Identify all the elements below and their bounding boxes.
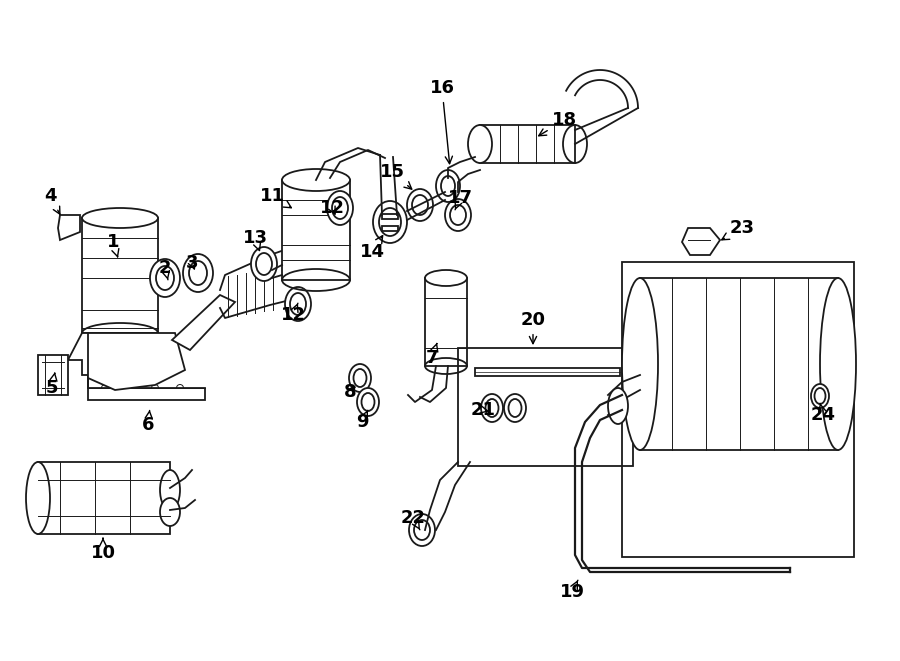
Text: 8: 8 [344,383,356,401]
Circle shape [608,369,613,375]
Circle shape [127,385,133,391]
Ellipse shape [160,470,180,510]
Bar [382,214,398,219]
Ellipse shape [327,191,353,225]
Polygon shape [68,333,172,375]
Text: 13: 13 [242,229,267,251]
Polygon shape [475,368,620,376]
Ellipse shape [608,388,628,424]
Text: 7: 7 [426,344,438,367]
Bar [458,348,633,466]
Text: 18: 18 [539,111,578,136]
Text: 1: 1 [107,233,119,257]
Text: 24: 24 [811,403,835,424]
Polygon shape [88,333,185,390]
Text: 21: 21 [471,401,496,419]
Bar [38,462,170,534]
Polygon shape [38,355,68,395]
Ellipse shape [436,170,460,202]
Bar [82,218,158,333]
Circle shape [508,369,512,375]
Text: 12: 12 [320,199,345,217]
Polygon shape [58,215,80,240]
Text: 2: 2 [158,259,171,280]
Ellipse shape [251,247,277,281]
Bar [640,278,838,450]
Text: 12: 12 [281,303,305,324]
Circle shape [588,369,592,375]
Bar [480,125,575,163]
Ellipse shape [820,278,856,450]
Ellipse shape [407,189,433,221]
Circle shape [527,369,533,375]
Circle shape [568,369,572,375]
Text: 5: 5 [46,373,58,397]
Ellipse shape [373,201,407,243]
Text: 19: 19 [560,580,584,601]
Text: 20: 20 [520,311,545,344]
Text: 16: 16 [429,79,454,164]
Text: 3: 3 [185,254,198,272]
Circle shape [104,324,112,332]
Circle shape [151,385,158,391]
Ellipse shape [468,125,492,163]
Ellipse shape [481,394,503,422]
Text: 15: 15 [380,163,411,189]
Ellipse shape [285,287,311,321]
Ellipse shape [504,394,526,422]
Polygon shape [172,295,235,350]
Ellipse shape [425,270,467,286]
Polygon shape [682,228,720,255]
Text: 23: 23 [722,219,754,240]
Text: 17: 17 [447,189,473,210]
Circle shape [488,369,492,375]
Ellipse shape [150,259,180,297]
Ellipse shape [409,514,435,546]
Text: 14: 14 [359,235,384,261]
Ellipse shape [160,498,180,526]
Circle shape [102,385,109,391]
Ellipse shape [282,169,350,191]
Circle shape [547,369,553,375]
Ellipse shape [622,278,658,450]
Text: 9: 9 [356,410,368,431]
Circle shape [176,385,184,391]
Ellipse shape [183,254,213,292]
Bar [282,180,350,280]
Text: 22: 22 [400,509,426,529]
Ellipse shape [82,208,158,228]
Ellipse shape [357,388,379,416]
Ellipse shape [811,384,829,408]
Text: 10: 10 [91,538,115,562]
Polygon shape [88,375,205,400]
Bar [622,262,854,557]
Text: 6: 6 [142,410,154,434]
Ellipse shape [445,199,471,231]
Ellipse shape [26,462,50,534]
Ellipse shape [349,364,371,392]
Text: 11: 11 [259,187,292,208]
Text: 4: 4 [44,187,60,214]
Bar [382,226,398,231]
Bar [425,278,467,366]
